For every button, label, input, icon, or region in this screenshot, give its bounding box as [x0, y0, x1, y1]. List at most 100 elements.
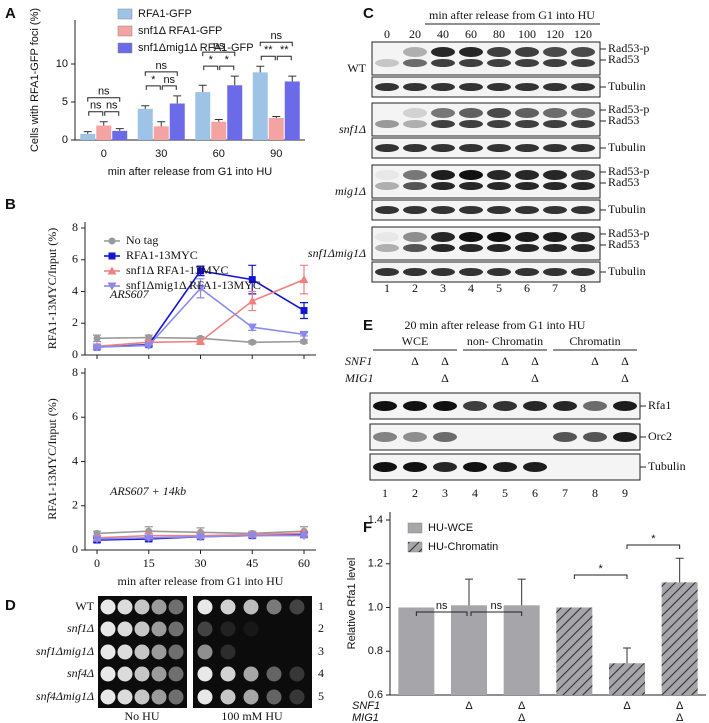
band: [459, 170, 483, 180]
spot: [117, 689, 133, 705]
legend-label: HU-WCE: [428, 522, 473, 534]
plate-hu: [193, 596, 312, 708]
band: [431, 120, 455, 128]
row-cell: Δ: [518, 700, 526, 712]
band: [515, 170, 539, 180]
band: [543, 232, 567, 242]
error-bar: [272, 115, 281, 118]
strain-label: WT: [75, 599, 94, 613]
band: [431, 182, 455, 190]
blot-header: 20 min after release from G1 into HU: [405, 318, 586, 332]
y-tick-label: 1.0: [368, 601, 383, 613]
row-number: 2: [318, 621, 324, 635]
spot: [168, 621, 184, 637]
band: [515, 47, 539, 57]
significance-label: ns: [213, 40, 225, 52]
legend-swatch: [117, 8, 133, 20]
band: [571, 83, 595, 91]
y-tick-label: 0: [72, 347, 78, 361]
band-label: Tubulin: [608, 264, 646, 278]
y-axis-label: Relative Rfa1 level: [346, 558, 358, 650]
spot: [197, 599, 213, 615]
strain-label: mig1Δ: [335, 184, 366, 198]
band: [431, 244, 455, 252]
band: [433, 432, 457, 442]
x-tick-label: 90: [270, 148, 282, 160]
row-label: SNF1: [345, 354, 372, 368]
spot: [100, 621, 116, 637]
spot: [100, 599, 116, 615]
group-label: non- Chromatin: [467, 334, 543, 348]
band: [459, 83, 483, 91]
error-bar: [83, 131, 92, 134]
band: [459, 182, 483, 190]
band: [487, 108, 511, 118]
significance-bracket: [145, 85, 161, 90]
band: [493, 462, 517, 472]
significance-bracket: [87, 97, 121, 102]
band: [571, 47, 595, 57]
band: [515, 83, 539, 91]
significance-bracket: [219, 65, 235, 71]
band: [493, 401, 517, 411]
bar: [80, 133, 96, 140]
error-bar: [288, 75, 297, 82]
spot: [100, 666, 116, 682]
band: [375, 47, 399, 57]
x-tick-label: 60: [213, 148, 225, 160]
band: [487, 144, 511, 152]
band: [403, 232, 427, 242]
band: [459, 244, 483, 252]
spot: [117, 666, 133, 682]
band: [459, 59, 483, 67]
row-cell: Δ: [518, 712, 526, 723]
band: [373, 462, 397, 472]
spot: [151, 621, 167, 637]
spot: [134, 621, 150, 637]
y-tick-label: 10: [56, 58, 68, 70]
band: [571, 108, 595, 118]
significance-label: ns: [90, 100, 102, 112]
lane-number: 1: [382, 486, 388, 500]
legend-label: RFA1-13MYC: [126, 248, 198, 262]
band: [403, 59, 427, 67]
band: [571, 232, 595, 242]
spot: [197, 621, 213, 637]
significance-label: *: [599, 563, 604, 575]
spot: [197, 666, 213, 682]
legend-marker: [108, 252, 116, 260]
y-tick-label: 8: [72, 220, 78, 234]
row-label: MIG1: [352, 712, 379, 723]
band: [583, 401, 607, 411]
row-number: 5: [318, 689, 324, 703]
spot: [220, 644, 236, 660]
significance-label: *: [209, 54, 214, 66]
timepoint: 120: [546, 27, 564, 41]
timepoint: 40: [437, 27, 449, 41]
panel-letter: A: [5, 5, 16, 22]
legend-label: snf1Δ RFA1-13MYC: [126, 263, 229, 277]
x-tick-label: 15: [143, 556, 155, 570]
spot: [197, 644, 213, 660]
band: [543, 83, 567, 91]
band: [459, 47, 483, 57]
lane-number: 2: [412, 486, 418, 500]
band-label: Rad53: [608, 175, 639, 189]
condition-label: 100 mM HU: [221, 709, 283, 723]
spot: [243, 599, 259, 615]
legend-label: snf1Δmig1Δ RFA1-GFP: [138, 42, 254, 54]
point: [92, 343, 102, 352]
lane-number: 4: [468, 281, 474, 295]
band: [515, 144, 539, 152]
x-tick-label: 45: [246, 556, 258, 570]
band: [375, 170, 399, 180]
point: [247, 532, 257, 541]
legend-swatch: [117, 42, 133, 54]
bar: [268, 117, 284, 140]
spot: [168, 689, 184, 705]
band: [487, 83, 511, 91]
row-cell: Δ: [621, 354, 629, 368]
band: [543, 59, 567, 67]
y-tick-label: 0: [72, 542, 78, 556]
legend-swatch: [407, 522, 423, 534]
